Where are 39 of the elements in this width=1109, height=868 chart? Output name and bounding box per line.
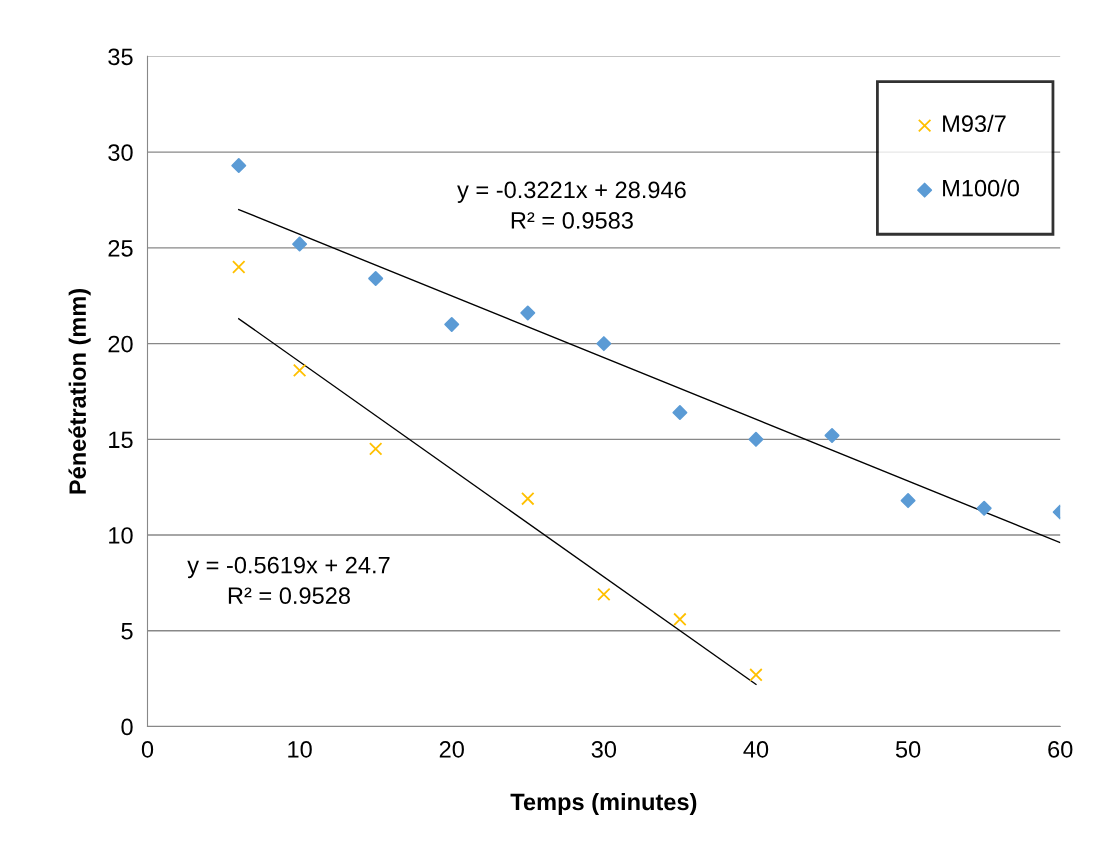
point (521, 491, 535, 506)
point (444, 316, 460, 332)
point (824, 428, 840, 443)
annotation: y = -0.5619x + 24.7 R² = 0.9528 (187, 556, 390, 605)
x-tick-label: 30 (591, 741, 617, 758)
point (597, 587, 611, 602)
y-axis-title: Péneétration (mm) (68, 288, 91, 494)
point (976, 500, 992, 516)
annotation: y = -0.3221x + 28.946 R² = 0.9583 (457, 181, 686, 229)
y-tick-label: 25 (108, 239, 133, 257)
x-tick-label: 20 (439, 741, 464, 758)
point (673, 612, 687, 627)
point (596, 336, 612, 352)
point (900, 493, 916, 509)
legend-label: M93/7 (943, 114, 1006, 133)
point (368, 271, 384, 287)
point (292, 236, 308, 252)
point (748, 431, 764, 447)
y-tick-label: 30 (108, 144, 133, 161)
x-tick-label: 10 (288, 741, 312, 758)
point (232, 260, 246, 274)
x-tick-label: 40 (743, 741, 769, 758)
point (672, 405, 688, 421)
x-tick-label: 60 (1048, 741, 1073, 758)
y-tick-label: 20 (108, 335, 133, 353)
y-tick-label: 15 (109, 431, 133, 449)
point (520, 305, 536, 321)
x-tick-label: 50 (895, 741, 921, 758)
point (292, 363, 307, 378)
point (368, 442, 383, 456)
point (231, 158, 247, 174)
y-tick-label: 10 (109, 527, 133, 544)
legend-label: M100/0 (943, 179, 1019, 197)
x-axis-title: Temps (minutes) (510, 792, 697, 815)
x-tick-label: 0 (141, 741, 154, 758)
point (749, 668, 763, 682)
y-tick-label: 5 (121, 623, 133, 640)
y-tick-label: 35 (108, 48, 133, 66)
y-tick-label: 0 (121, 718, 133, 736)
